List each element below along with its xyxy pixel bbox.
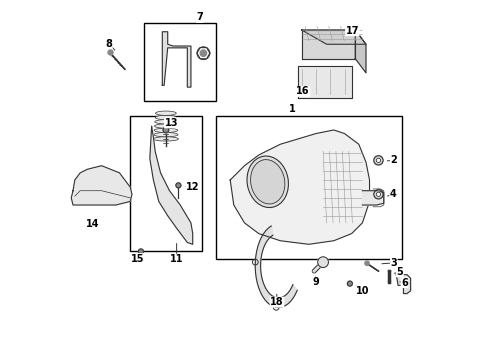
Text: 11: 11 bbox=[169, 254, 183, 264]
FancyBboxPatch shape bbox=[216, 116, 401, 258]
Polygon shape bbox=[362, 191, 383, 205]
Circle shape bbox=[373, 190, 382, 199]
Text: 5: 5 bbox=[396, 267, 403, 277]
Polygon shape bbox=[395, 275, 410, 294]
Text: 8: 8 bbox=[105, 39, 112, 49]
Circle shape bbox=[346, 281, 352, 286]
Text: 18: 18 bbox=[270, 297, 283, 307]
Text: 15: 15 bbox=[131, 253, 144, 264]
Ellipse shape bbox=[155, 120, 177, 124]
Polygon shape bbox=[230, 130, 369, 244]
FancyBboxPatch shape bbox=[130, 116, 201, 251]
Polygon shape bbox=[162, 32, 190, 87]
Text: 13: 13 bbox=[164, 118, 178, 128]
FancyBboxPatch shape bbox=[144, 23, 216, 102]
Text: 16: 16 bbox=[296, 86, 309, 96]
Text: 10: 10 bbox=[355, 287, 368, 296]
Polygon shape bbox=[298, 66, 351, 98]
Polygon shape bbox=[354, 30, 365, 73]
Ellipse shape bbox=[154, 124, 177, 128]
Polygon shape bbox=[255, 226, 297, 307]
Polygon shape bbox=[301, 30, 365, 44]
Circle shape bbox=[364, 261, 368, 265]
Text: 2: 2 bbox=[389, 156, 396, 165]
Circle shape bbox=[200, 50, 206, 57]
Circle shape bbox=[163, 127, 168, 133]
Ellipse shape bbox=[155, 115, 176, 120]
Circle shape bbox=[317, 257, 328, 267]
Circle shape bbox=[176, 183, 181, 188]
Text: 6: 6 bbox=[400, 278, 407, 288]
Ellipse shape bbox=[153, 132, 178, 137]
Text: 1: 1 bbox=[289, 104, 296, 113]
Ellipse shape bbox=[246, 156, 288, 207]
Polygon shape bbox=[71, 166, 132, 205]
Circle shape bbox=[138, 249, 143, 254]
Text: 4: 4 bbox=[389, 189, 396, 199]
Ellipse shape bbox=[154, 128, 177, 132]
Ellipse shape bbox=[153, 137, 178, 141]
Ellipse shape bbox=[250, 159, 285, 204]
Text: 12: 12 bbox=[185, 182, 199, 192]
Text: 14: 14 bbox=[86, 219, 100, 229]
Text: 3: 3 bbox=[389, 258, 396, 268]
Text: 17: 17 bbox=[345, 26, 358, 36]
Polygon shape bbox=[149, 126, 192, 244]
Circle shape bbox=[108, 50, 113, 55]
Ellipse shape bbox=[155, 111, 176, 115]
Text: 9: 9 bbox=[312, 277, 319, 287]
Text: 7: 7 bbox=[196, 13, 203, 22]
Polygon shape bbox=[301, 30, 354, 59]
Circle shape bbox=[376, 192, 380, 197]
Circle shape bbox=[376, 158, 380, 162]
Circle shape bbox=[373, 156, 382, 165]
